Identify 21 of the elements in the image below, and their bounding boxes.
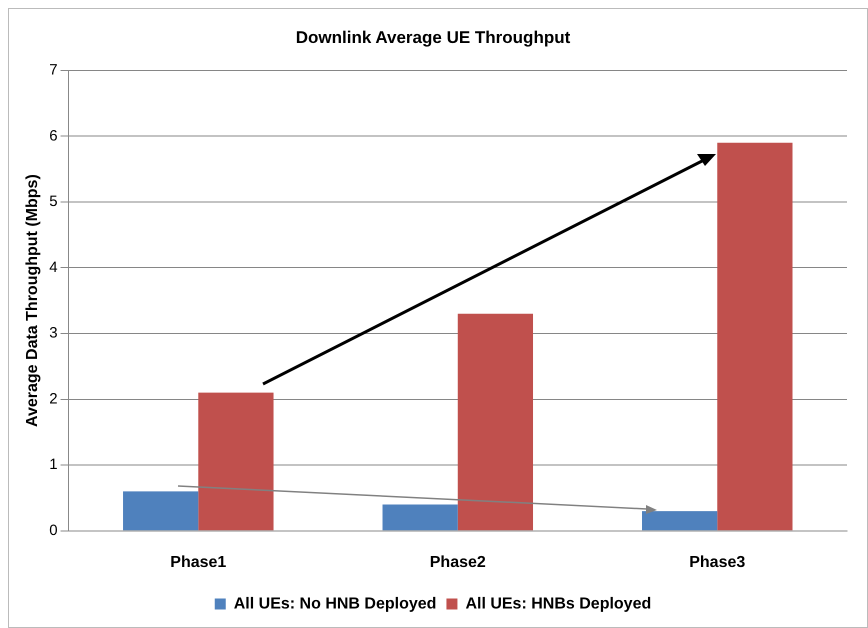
y-tick-label: 7 (49, 62, 58, 79)
x-tick-label: Phase1 (170, 554, 226, 571)
legend-label: All UEs: HNBs Deployed (465, 595, 652, 612)
x-tick-label: Phase2 (430, 554, 486, 571)
y-axis-title: Average Data Throughput (Mbps) (24, 174, 42, 427)
y-tick-label: 6 (49, 127, 58, 144)
y-tick-label: 1 (49, 456, 58, 474)
legend-label: All UEs: No HNB Deployed (234, 595, 436, 612)
y-tick-label: 0 (49, 522, 58, 539)
bar (198, 392, 274, 530)
bar (642, 511, 718, 530)
y-tick-label: 2 (49, 390, 58, 408)
y-tick-label: 5 (49, 193, 58, 210)
bar (123, 491, 198, 530)
bar (458, 314, 534, 530)
y-tick-label: 4 (49, 258, 58, 276)
bar (717, 142, 793, 530)
x-tick-label: Phase3 (689, 554, 746, 571)
y-tick-label: 3 (49, 324, 58, 342)
bar (382, 504, 458, 530)
chart-title: Downlink Average UE Throughput (296, 28, 571, 47)
